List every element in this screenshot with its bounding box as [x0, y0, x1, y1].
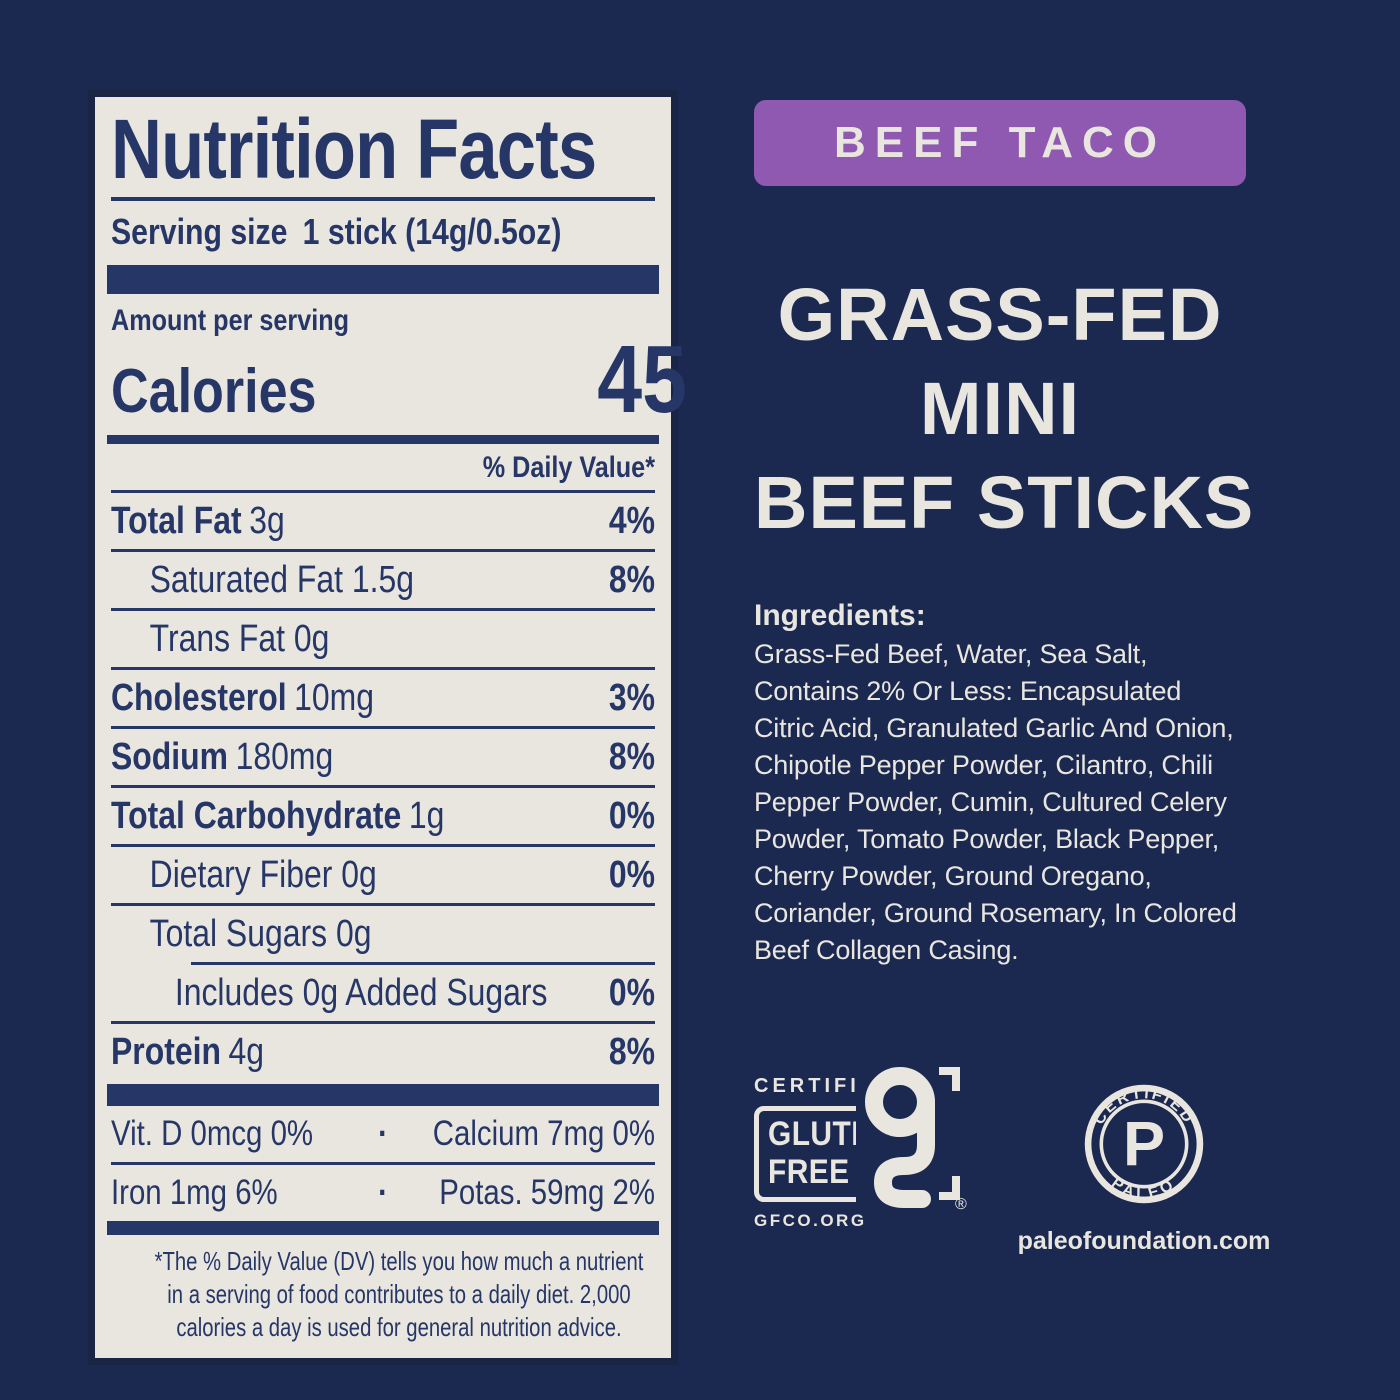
gfco-url: GFCO.ORG: [754, 1211, 867, 1230]
dot-separator: ·: [378, 1114, 388, 1153]
nutrient-dv: 8%: [608, 736, 656, 778]
footnote-line: in a serving of food contributes to a da…: [167, 1279, 631, 1309]
certified-paleo-seal: CERTIFIED PALEO P paleofoundation.com: [1018, 1075, 1270, 1256]
nutrient-name: Cholesterol: [111, 677, 287, 719]
nutrient-dv: 3%: [608, 677, 656, 719]
indented-hairline: [191, 962, 655, 965]
ingredients-line: Grass-Fed Beef, Water, Sea Salt,: [754, 639, 1148, 669]
calories-value: 45: [597, 326, 688, 433]
gluten-free-word2: FREE: [768, 1153, 850, 1191]
paleo-seal-icon: CERTIFIED PALEO P: [1084, 1084, 1204, 1204]
amount-per-serving-label: Amount per serving: [111, 304, 350, 337]
nutrient-name: Dietary Fiber 0g: [149, 854, 377, 896]
serving-size-label: Serving size: [111, 211, 288, 252]
micronutrient-right: Calcium 7mg 0%: [432, 1114, 656, 1153]
title-underline: [111, 197, 655, 201]
micronutrient-left: Vit. D 0mcg 0%: [111, 1114, 314, 1153]
daily-value-footnote: *The % Daily Value (DV) tells you how mu…: [111, 1245, 687, 1344]
thick-divider-bar: [107, 1084, 659, 1106]
calories-row: Calories 45: [111, 326, 688, 433]
ingredients-line: Citric Acid, Granulated Garlic And Onion…: [754, 713, 1234, 743]
micronutrient-right: Potas. 59mg 2%: [439, 1173, 656, 1212]
nutrient-dv: 0%: [608, 854, 656, 896]
product-title: GRASS-FED MINI BEEF STICKS: [754, 268, 1255, 550]
nutrient-dv: 0%: [608, 972, 656, 1014]
nutrient-amount: 10mg: [294, 677, 375, 719]
ingredients-line: Contains 2% Or Less: Encapsulated: [754, 676, 1182, 706]
nutrient-name: Saturated Fat 1.5g: [149, 559, 415, 601]
calories-label: Calories: [111, 357, 317, 426]
ingredients-line: Beef Collagen Casing.: [754, 935, 1019, 965]
serving-size-row: Serving size 1 stick (14g/0.5oz): [111, 211, 687, 253]
paleo-foundation-url: paleofoundation.com: [1017, 1227, 1271, 1255]
product-info-column: BEEF TACO GRASS-FED MINI BEEF STICKS Ing…: [754, 100, 1255, 969]
nutrient-dv: 0%: [608, 795, 656, 837]
nutrient-name: Protein: [111, 1031, 221, 1073]
serving-size-value: 1 stick (14g/0.5oz): [302, 211, 562, 252]
table-row-cholesterol: Cholesterol 10mg 3%: [111, 670, 655, 729]
nutrient-dv: 4%: [608, 500, 656, 542]
nutrient-amount: 180mg: [235, 736, 334, 778]
nutrient-name: Sodium: [111, 736, 229, 778]
table-row-trans-fat: Trans Fat 0g: [111, 611, 655, 670]
flavor-badge: BEEF TACO: [754, 100, 1246, 186]
footnote-line: *The % Daily Value (DV) tells you how mu…: [154, 1246, 644, 1276]
nutrient-dv: 8%: [608, 559, 656, 601]
gfco-g-icon: ®: [856, 1061, 968, 1211]
table-row-dietary-fiber: Dietary Fiber 0g 0%: [111, 847, 655, 906]
medium-divider-bar: [107, 435, 659, 444]
nutrition-facts-title: Nutrition Facts: [111, 102, 597, 196]
nutrition-facts-panel: Nutrition Facts Serving size 1 stick (14…: [88, 90, 687, 1365]
nutrient-name: Includes 0g Added Sugars: [174, 972, 548, 1014]
nutrient-name: Total Fat: [111, 500, 242, 542]
nutrient-amount: 4g: [228, 1031, 265, 1073]
nutrient-name: Total Sugars 0g: [149, 913, 372, 955]
nutrient-name: Trans Fat 0g: [149, 618, 330, 660]
table-row-total-sugars: Total Sugars 0g: [111, 906, 655, 962]
nutrient-amount: 1g: [408, 795, 445, 837]
micronutrient-left: Iron 1mg 6%: [111, 1173, 278, 1212]
footnote-line: calories a day is used for general nutri…: [176, 1312, 622, 1342]
nutrient-amount: 3g: [249, 500, 285, 542]
nutrient-name: Total Carbohydrate: [111, 795, 402, 837]
ingredients-heading: Ingredients:: [754, 599, 926, 632]
paleo-p-letter: P: [1123, 1109, 1165, 1179]
table-row-sodium: Sodium 180mg 8%: [111, 729, 655, 788]
ingredients-line: Chipotle Pepper Powder, Cilantro, Chili: [754, 750, 1213, 780]
ingredients-line: Cherry Powder, Ground Oregano,: [754, 861, 1152, 891]
table-row-saturated-fat: Saturated Fat 1.5g 8%: [111, 552, 655, 611]
table-row-protein: Protein 4g 8%: [111, 1024, 655, 1080]
table-row-iron-potassium: Iron 1mg 6% · Potas. 59mg 2%: [111, 1165, 655, 1221]
daily-value-header-row: % Daily Value*: [111, 444, 655, 493]
nutrient-dv: 8%: [608, 1031, 656, 1073]
ingredients-line: Powder, Tomato Powder, Black Pepper,: [754, 824, 1220, 854]
table-row-total-fat: Total Fat 3g 4%: [111, 493, 655, 552]
thick-divider-bar: [107, 1221, 659, 1235]
table-row-total-carbohydrate: Total Carbohydrate 1g 0%: [111, 788, 655, 847]
certification-seals: CERTIFIED GLUTEN FREE ® GFCO.ORG CERTIFI…: [754, 1061, 1274, 1256]
registered-mark-icon: ®: [955, 1196, 967, 1211]
gluten-free-seal: CERTIFIED GLUTEN FREE ® GFCO.ORG: [754, 1061, 984, 1231]
product-title-line: GRASS-FED: [777, 273, 1223, 356]
table-row-added-sugars: Includes 0g Added Sugars 0%: [111, 965, 655, 1024]
table-row-vitd-calcium: Vit. D 0mcg 0% · Calcium 7mg 0%: [111, 1106, 655, 1165]
dot-separator: ·: [378, 1173, 388, 1212]
ingredients-line: Pepper Powder, Cumin, Cultured Celery: [754, 787, 1227, 817]
product-title-line: BEEF STICKS: [754, 461, 1255, 544]
daily-value-header: % Daily Value*: [482, 451, 656, 484]
thick-divider-bar: [107, 265, 659, 294]
ingredients-section: Ingredients: Grass-Fed Beef, Water, Sea …: [754, 596, 1246, 969]
ingredients-line: Coriander, Ground Rosemary, In Colored: [754, 898, 1237, 928]
product-title-line: MINI: [919, 367, 1081, 450]
